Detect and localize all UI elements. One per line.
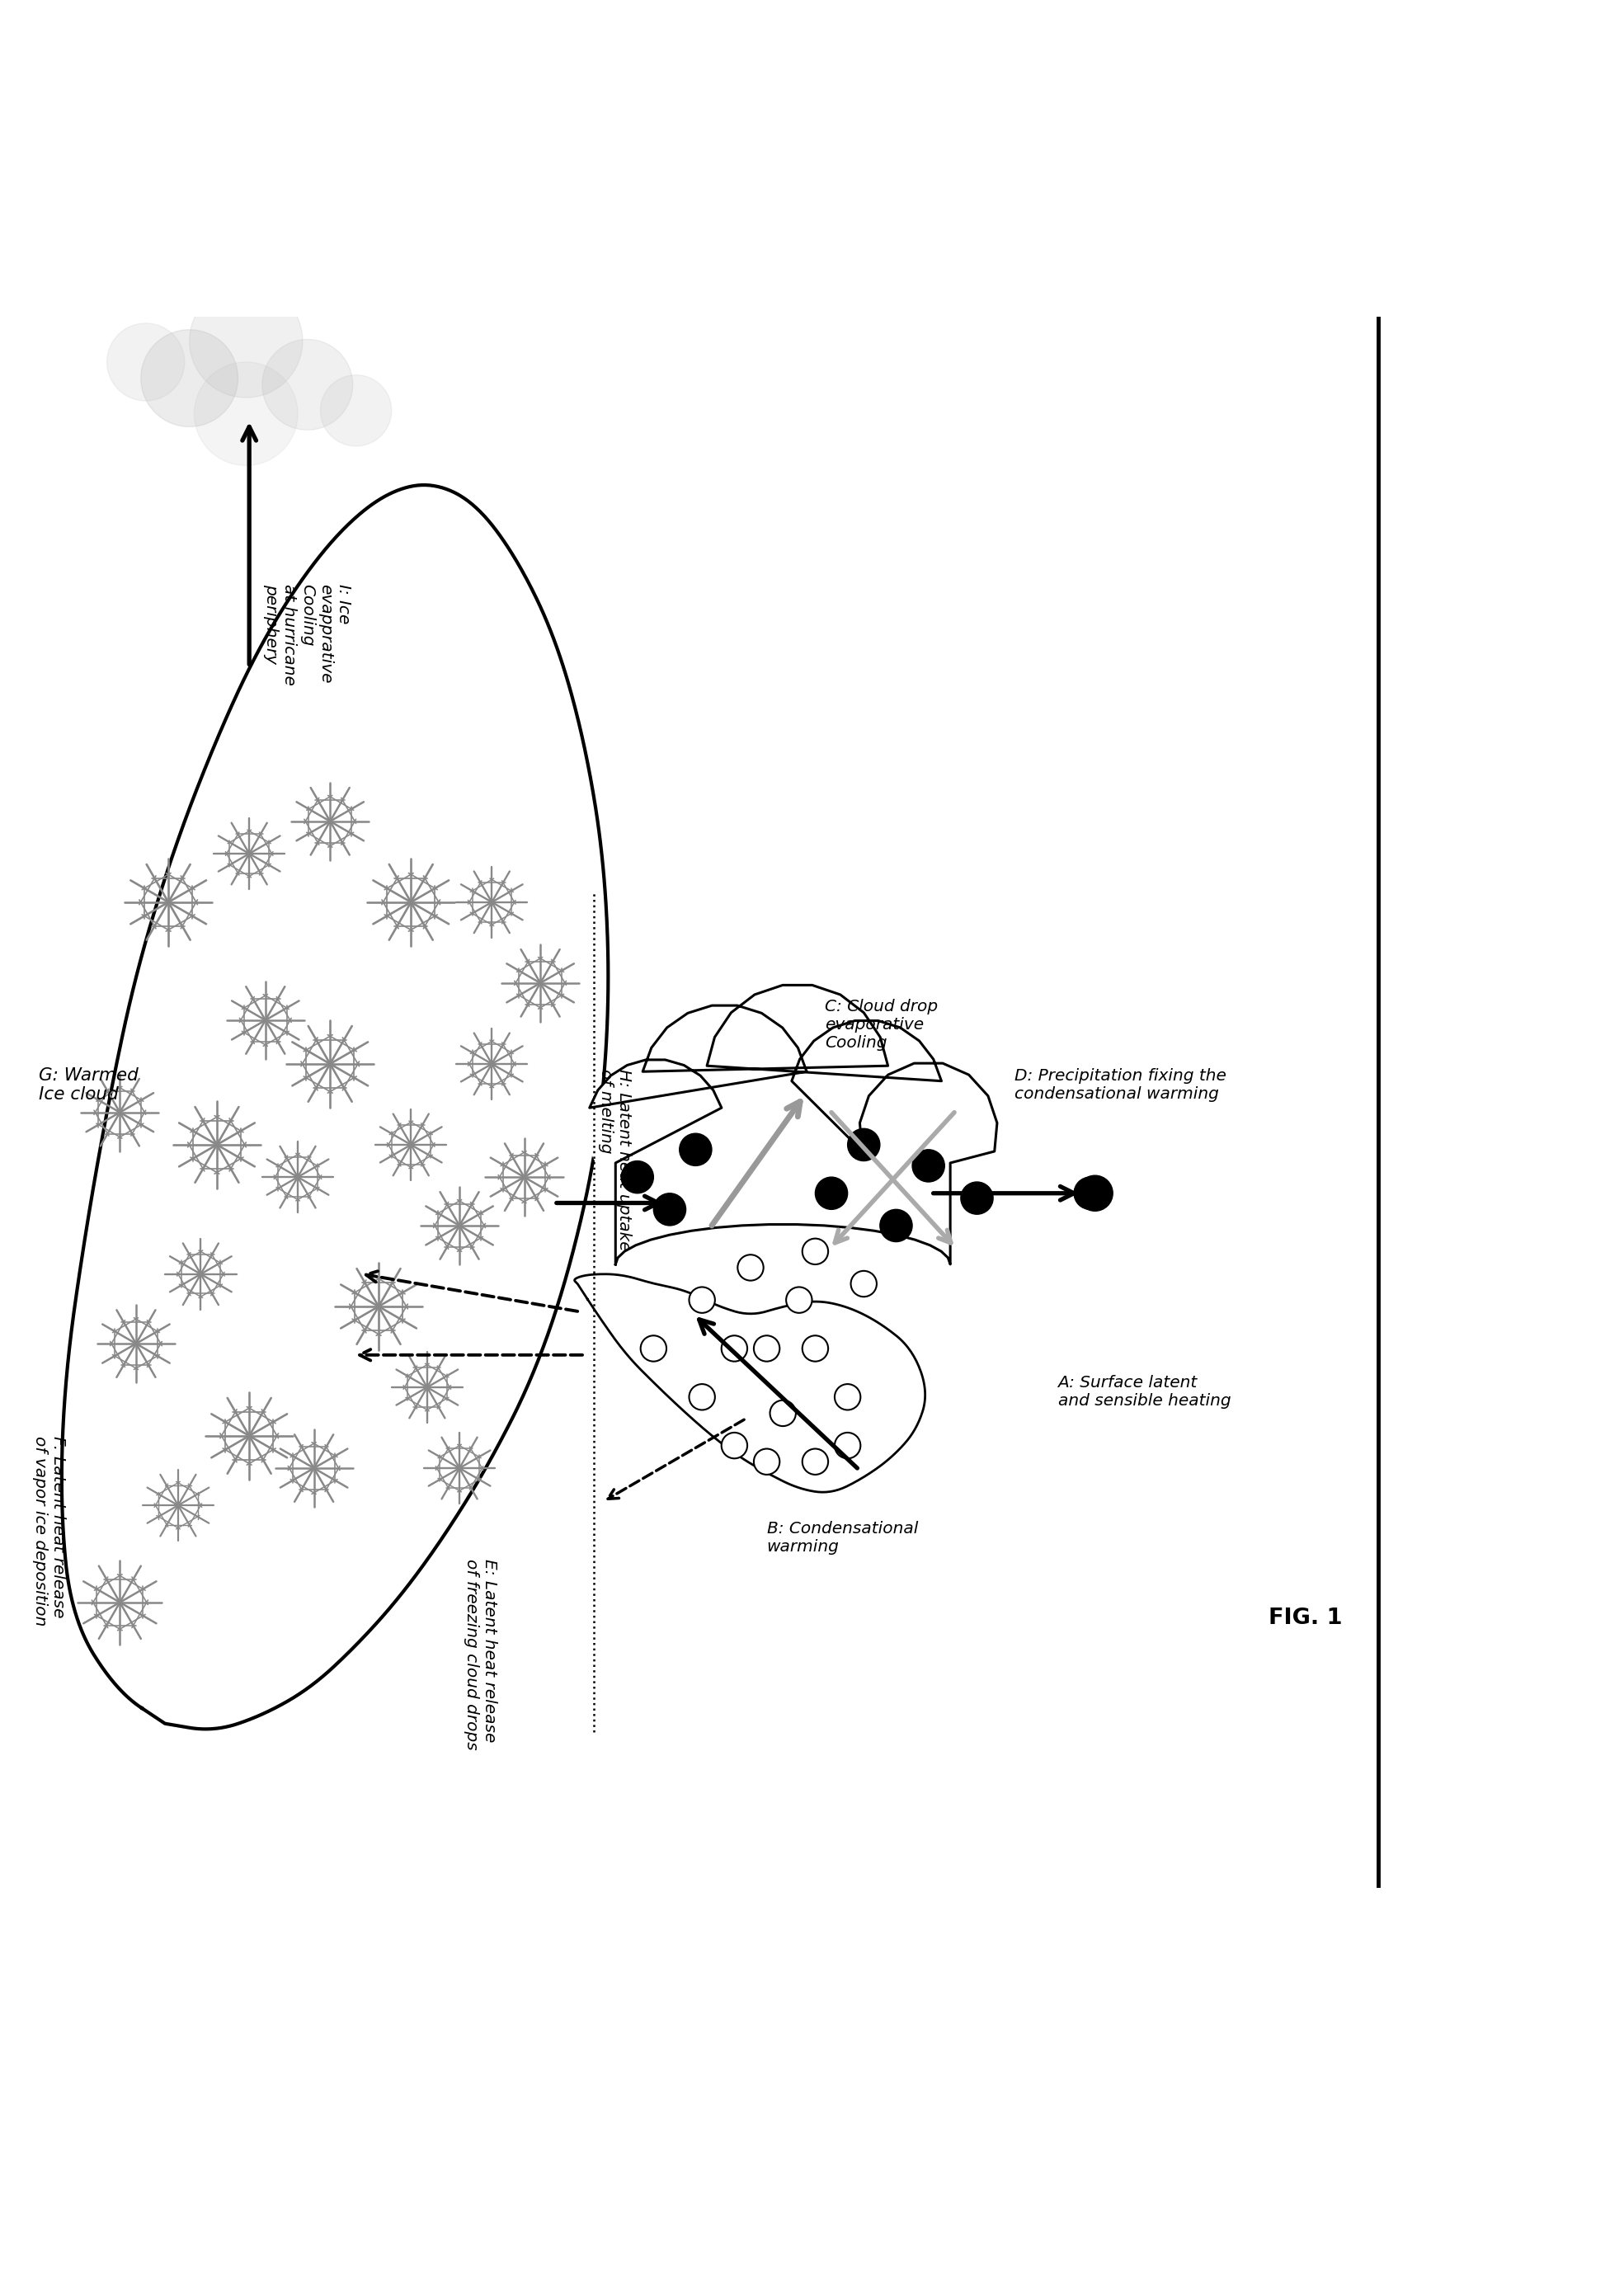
Circle shape	[786, 1288, 812, 1313]
Text: C: Cloud drop
evaporative
Cooling: C: Cloud drop evaporative Cooling	[825, 1000, 939, 1050]
FancyArrowPatch shape	[242, 427, 257, 664]
Circle shape	[835, 1383, 861, 1411]
FancyArrowPatch shape	[607, 1420, 744, 1500]
Text: FIG. 1: FIG. 1	[1268, 1607, 1341, 1630]
FancyArrowPatch shape	[831, 1112, 950, 1242]
Circle shape	[653, 1194, 685, 1226]
Text: F: Latent heat release
of vapor ice deposition: F: Latent heat release of vapor ice depo…	[32, 1436, 65, 1625]
Circle shape	[770, 1399, 796, 1427]
Circle shape	[190, 285, 302, 397]
Circle shape	[754, 1336, 780, 1361]
Circle shape	[107, 324, 185, 402]
FancyArrowPatch shape	[835, 1112, 955, 1242]
FancyArrowPatch shape	[557, 1196, 658, 1210]
FancyArrowPatch shape	[359, 1349, 583, 1361]
FancyArrowPatch shape	[698, 1320, 857, 1468]
Circle shape	[679, 1132, 711, 1167]
Ellipse shape	[615, 1098, 950, 1265]
Text: B: Condensational
warming: B: Condensational warming	[767, 1520, 918, 1555]
Circle shape	[802, 1336, 828, 1361]
FancyArrowPatch shape	[711, 1100, 801, 1226]
Circle shape	[721, 1434, 747, 1459]
Circle shape	[1077, 1176, 1112, 1210]
Circle shape	[754, 1450, 780, 1475]
Text: E: Latent heat release
of freezing cloud drops: E: Latent heat release of freezing cloud…	[463, 1559, 497, 1749]
Circle shape	[848, 1128, 880, 1160]
Circle shape	[586, 1059, 724, 1196]
Circle shape	[689, 1288, 715, 1313]
Circle shape	[815, 1178, 848, 1210]
Circle shape	[802, 1237, 828, 1265]
Circle shape	[721, 1336, 747, 1361]
Circle shape	[141, 329, 239, 427]
Text: A: Surface latent
and sensible heating: A: Surface latent and sensible heating	[1057, 1374, 1231, 1409]
Circle shape	[640, 1336, 666, 1361]
Circle shape	[961, 1183, 994, 1215]
FancyArrowPatch shape	[365, 1272, 578, 1310]
Circle shape	[620, 1160, 653, 1194]
Circle shape	[802, 1450, 828, 1475]
Circle shape	[261, 340, 352, 429]
Circle shape	[880, 1210, 913, 1242]
Circle shape	[706, 984, 888, 1167]
Circle shape	[1073, 1178, 1106, 1210]
Polygon shape	[575, 1274, 926, 1493]
Circle shape	[195, 363, 297, 466]
Text: H: Latent heat uptake
of melting: H: Latent heat uptake of melting	[598, 1068, 632, 1251]
Polygon shape	[62, 484, 607, 1728]
Circle shape	[859, 1062, 997, 1201]
Circle shape	[835, 1434, 861, 1459]
Circle shape	[689, 1383, 715, 1411]
Circle shape	[851, 1272, 877, 1297]
Circle shape	[641, 1005, 809, 1171]
FancyArrowPatch shape	[934, 1187, 1073, 1201]
Circle shape	[320, 374, 391, 445]
Polygon shape	[590, 986, 997, 1265]
Circle shape	[913, 1151, 945, 1183]
Circle shape	[737, 1256, 763, 1281]
Text: D: Precipitation fixing the
condensational warming: D: Precipitation fixing the condensation…	[1013, 1068, 1226, 1103]
Text: G: Warmed
Ice cloud: G: Warmed Ice cloud	[39, 1066, 138, 1103]
Text: I: Ice
evapprative
Cooling
at hurricane
periphery: I: Ice evapprative Cooling at hurricane …	[263, 584, 351, 685]
Circle shape	[791, 1021, 944, 1173]
